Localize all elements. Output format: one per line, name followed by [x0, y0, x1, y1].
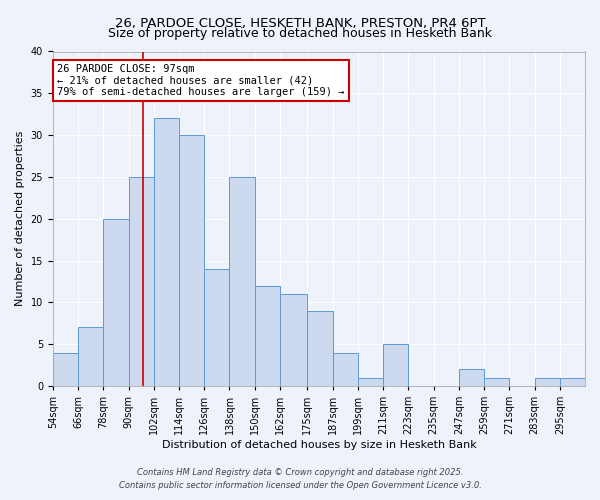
- Bar: [229, 177, 255, 386]
- Bar: [383, 344, 408, 386]
- Bar: [459, 370, 484, 386]
- Bar: [307, 311, 332, 386]
- Bar: [358, 378, 383, 386]
- Bar: [103, 219, 128, 386]
- Bar: [53, 352, 78, 386]
- Text: Contains HM Land Registry data © Crown copyright and database right 2025.
Contai: Contains HM Land Registry data © Crown c…: [119, 468, 481, 489]
- Bar: [280, 294, 307, 386]
- Bar: [332, 352, 358, 386]
- X-axis label: Distribution of detached houses by size in Hesketh Bank: Distribution of detached houses by size …: [161, 440, 476, 450]
- Bar: [78, 328, 103, 386]
- Bar: [128, 177, 154, 386]
- Text: 26, PARDOE CLOSE, HESKETH BANK, PRESTON, PR4 6PT: 26, PARDOE CLOSE, HESKETH BANK, PRESTON,…: [115, 18, 485, 30]
- Bar: [535, 378, 560, 386]
- Bar: [154, 118, 179, 386]
- Bar: [255, 286, 280, 386]
- Text: Size of property relative to detached houses in Hesketh Bank: Size of property relative to detached ho…: [108, 28, 492, 40]
- Bar: [179, 135, 204, 386]
- Bar: [560, 378, 585, 386]
- Y-axis label: Number of detached properties: Number of detached properties: [15, 131, 25, 306]
- Bar: [484, 378, 509, 386]
- Text: 26 PARDOE CLOSE: 97sqm
← 21% of detached houses are smaller (42)
79% of semi-det: 26 PARDOE CLOSE: 97sqm ← 21% of detached…: [57, 64, 344, 97]
- Bar: [204, 269, 229, 386]
